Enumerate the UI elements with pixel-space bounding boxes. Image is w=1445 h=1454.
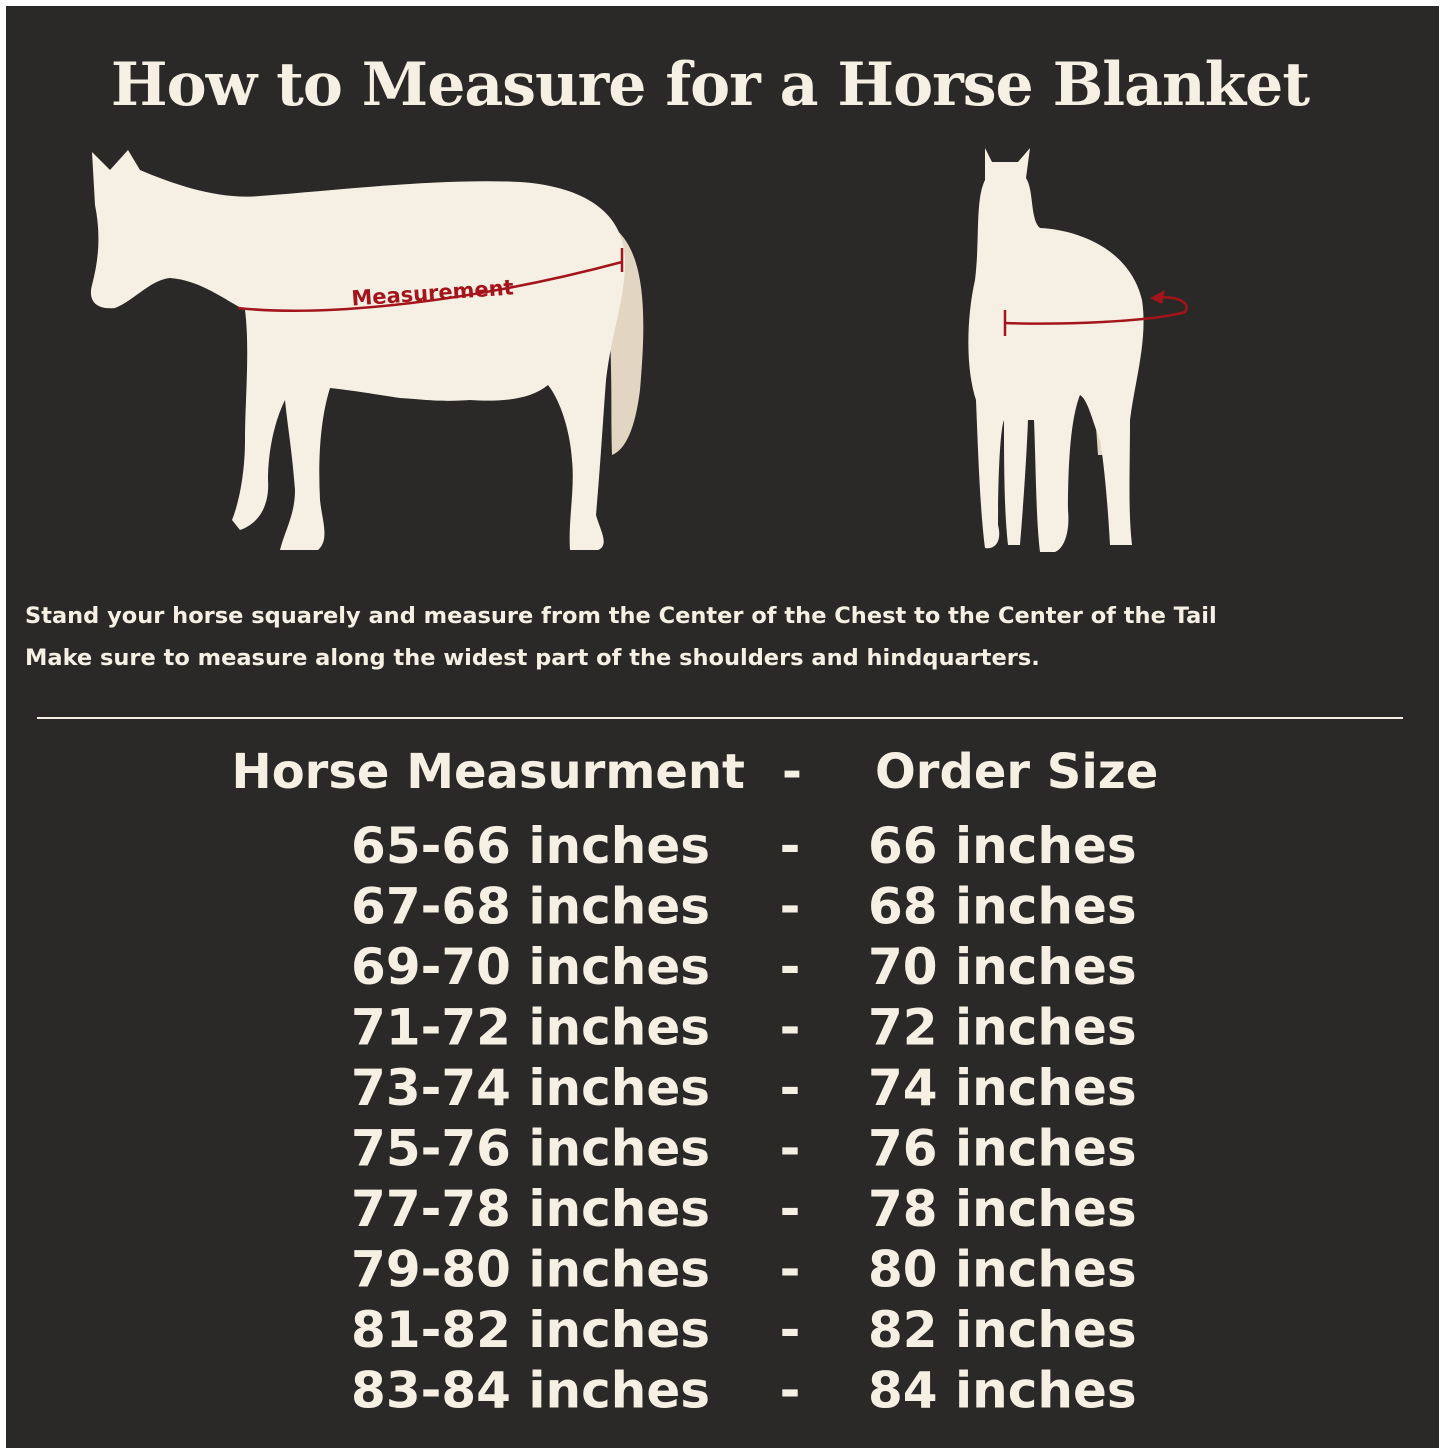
table-cell: 84 inches <box>868 1362 1137 1420</box>
table-cell: 75-76 inches <box>351 1120 710 1178</box>
table-cell: - <box>780 878 801 936</box>
table-cell: 79-80 inches <box>351 1241 710 1299</box>
header-cell: Horse Measurment <box>232 744 745 800</box>
table-cell: - <box>780 999 801 1057</box>
table-cell: 72 inches <box>868 999 1137 1057</box>
table-cell: 77-78 inches <box>351 1180 710 1238</box>
table-cell: - <box>780 938 801 996</box>
table-cell: 65-66 inches <box>351 817 710 875</box>
table-cell: - <box>780 1301 801 1359</box>
table-cell: - <box>780 1362 801 1420</box>
table-cell: 74 inches <box>868 1059 1137 1117</box>
table-cell: 71-72 inches <box>351 999 710 1057</box>
title: How to Measure for a Horse Blanket <box>111 50 1310 120</box>
header-cell: - <box>782 744 802 800</box>
table-cell: 78 inches <box>868 1180 1137 1238</box>
table-cell: - <box>780 1241 801 1299</box>
table-cell: 81-82 inches <box>351 1301 710 1359</box>
instruction: Make sure to measure along the widest pa… <box>25 645 1040 671</box>
instruction: Stand your horse squarely and measure fr… <box>25 603 1217 629</box>
table-cell: 82 inches <box>868 1301 1137 1359</box>
table-cell: 69-70 inches <box>351 938 710 996</box>
table-cell: 76 inches <box>868 1120 1137 1178</box>
table-cell: 83-84 inches <box>351 1362 710 1420</box>
horse-side: Measurement <box>90 150 644 550</box>
table-cell: 70 inches <box>868 938 1137 996</box>
header-cell: Order Size <box>875 744 1158 800</box>
horse-rear <box>968 148 1188 552</box>
size-table: 65-66 inches - 66 inches 67-68 inches - 68 in… <box>351 817 1137 1420</box>
table-cell: 66 inches <box>868 817 1137 875</box>
table-cell: - <box>780 1059 801 1117</box>
table-cell: - <box>780 1120 801 1178</box>
table-cell: - <box>780 817 801 875</box>
table-cell: 67-68 inches <box>351 878 710 936</box>
table-cell: 68 inches <box>868 878 1137 936</box>
table-cell: 73-74 inches <box>351 1059 710 1117</box>
table-cell: - <box>780 1180 801 1238</box>
table-cell: 80 inches <box>868 1241 1137 1299</box>
